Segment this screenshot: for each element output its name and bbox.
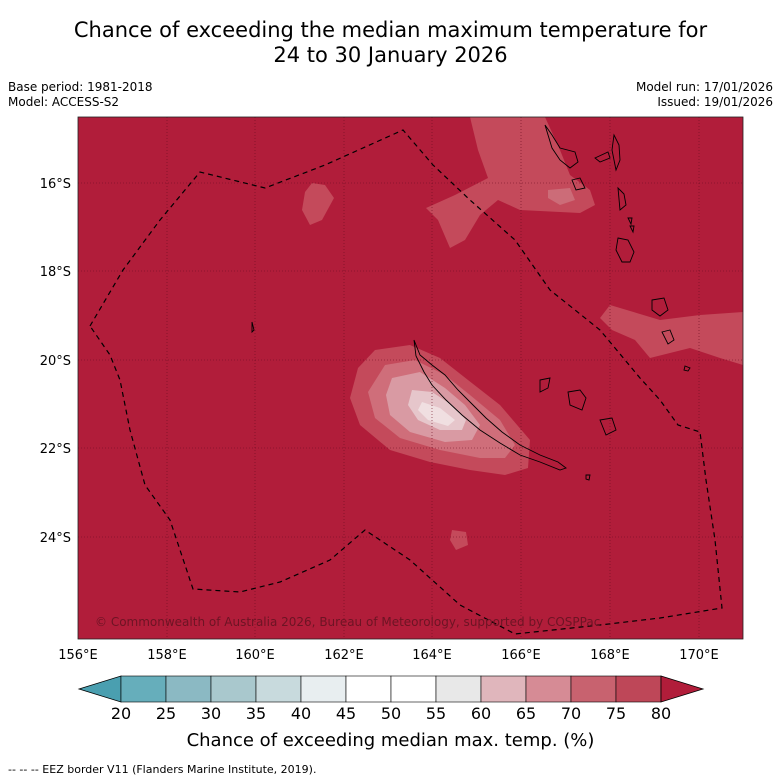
new-caledonia-outline xyxy=(413,339,567,471)
gridlines xyxy=(78,117,743,639)
colorbar-tick-label: 20 xyxy=(110,704,132,723)
colorbar-segment xyxy=(570,675,617,703)
colorbar-segment xyxy=(435,675,482,703)
colorbar-segment xyxy=(120,675,167,703)
model-run: Model run: 17/01/2026 xyxy=(635,80,773,94)
colorbar-tick-label: 65 xyxy=(515,704,537,723)
colorbar-segment xyxy=(480,675,527,703)
colorbar-tick-label: 45 xyxy=(335,704,357,723)
colorbar-tick-labels: 20 25 30 35 40 45 50 55 60 65 70 75 80 xyxy=(0,704,781,726)
meta-right: Model run: 17/01/2026 Issued: 19/01/2026 xyxy=(636,80,773,110)
colorbar-segment xyxy=(525,675,572,703)
map-frame xyxy=(77,116,744,640)
colorbar-segment xyxy=(345,675,392,703)
vanuatu-outline xyxy=(544,124,691,372)
lat-label: 20°S xyxy=(40,354,71,369)
lat-label: 22°S xyxy=(40,442,71,457)
model-name: Model: ACCESS-S2 xyxy=(8,95,120,109)
lon-label: 164°E xyxy=(412,648,452,663)
contour-70-75-east xyxy=(600,305,743,365)
lon-label: 166°E xyxy=(501,648,541,663)
colorbar-tick-label: 30 xyxy=(200,704,222,723)
colorbar-segment xyxy=(615,675,662,703)
lon-label: 156°E xyxy=(58,648,98,663)
colorbar-low-extend xyxy=(77,675,122,703)
contour-50-55-center xyxy=(418,402,455,426)
colorbar-high-extend xyxy=(660,675,705,703)
colorbar-title: Chance of exceeding median max. temp. (%… xyxy=(186,730,595,751)
colorbar-tick-label: 75 xyxy=(605,704,627,723)
lon-label: 168°E xyxy=(590,648,630,663)
contour-70-75-west xyxy=(302,183,334,225)
copyright-text: © Commonwealth of Australia 2026, Bureau… xyxy=(95,615,600,629)
colorbar xyxy=(77,675,705,703)
meta-left: Base period: 1981-2018 Model: ACCESS-S2 xyxy=(8,80,153,110)
issued-date: Issued: 19/01/2026 xyxy=(657,95,773,109)
lon-label: 160°E xyxy=(235,648,275,663)
title-line-2: 24 to 30 January 2026 xyxy=(273,43,508,67)
lon-label: 170°E xyxy=(679,648,719,663)
colorbar-tick-label: 60 xyxy=(470,704,492,723)
colorbar-tick-label: 35 xyxy=(245,704,267,723)
colorbar-segment xyxy=(390,675,437,703)
colorbar-tick-label: 55 xyxy=(425,704,447,723)
contour-70-75-south xyxy=(450,530,468,550)
eez-footnote: -- -- -- EEZ border V11 (Flanders Marine… xyxy=(8,763,317,776)
colorbar-tick-label: 50 xyxy=(380,704,402,723)
lon-label: 162°E xyxy=(324,648,364,663)
lon-label: 158°E xyxy=(147,648,187,663)
colorbar-tick-label: 70 xyxy=(560,704,582,723)
colorbar-segment xyxy=(300,675,347,703)
lat-label: 18°S xyxy=(40,265,71,280)
colorbar-segment xyxy=(255,675,302,703)
land-outlines xyxy=(251,124,691,481)
colorbar-segment xyxy=(165,675,212,703)
colorbar-tick-label: 25 xyxy=(155,704,177,723)
base-period: Base period: 1981-2018 xyxy=(8,80,153,94)
colorbar-tick-label: 80 xyxy=(650,704,672,723)
loyalty-islands-outline xyxy=(539,377,617,436)
title-line-1: Chance of exceeding the median maximum t… xyxy=(73,18,708,42)
latitude-labels: 16°S 18°S 20°S 22°S 24°S xyxy=(40,177,71,546)
colorbar-tick-label: 40 xyxy=(290,704,312,723)
lat-label: 16°S xyxy=(40,177,71,192)
lat-label: 24°S xyxy=(40,531,71,546)
small-island-outlines xyxy=(251,217,635,481)
colorbar-segment xyxy=(210,675,257,703)
contour-65-70-north xyxy=(548,188,575,205)
chart-title: Chance of exceeding the median maximum t… xyxy=(0,18,781,68)
longitude-labels: 156°E 158°E 160°E 162°E 164°E 166°E 168°… xyxy=(58,648,719,663)
